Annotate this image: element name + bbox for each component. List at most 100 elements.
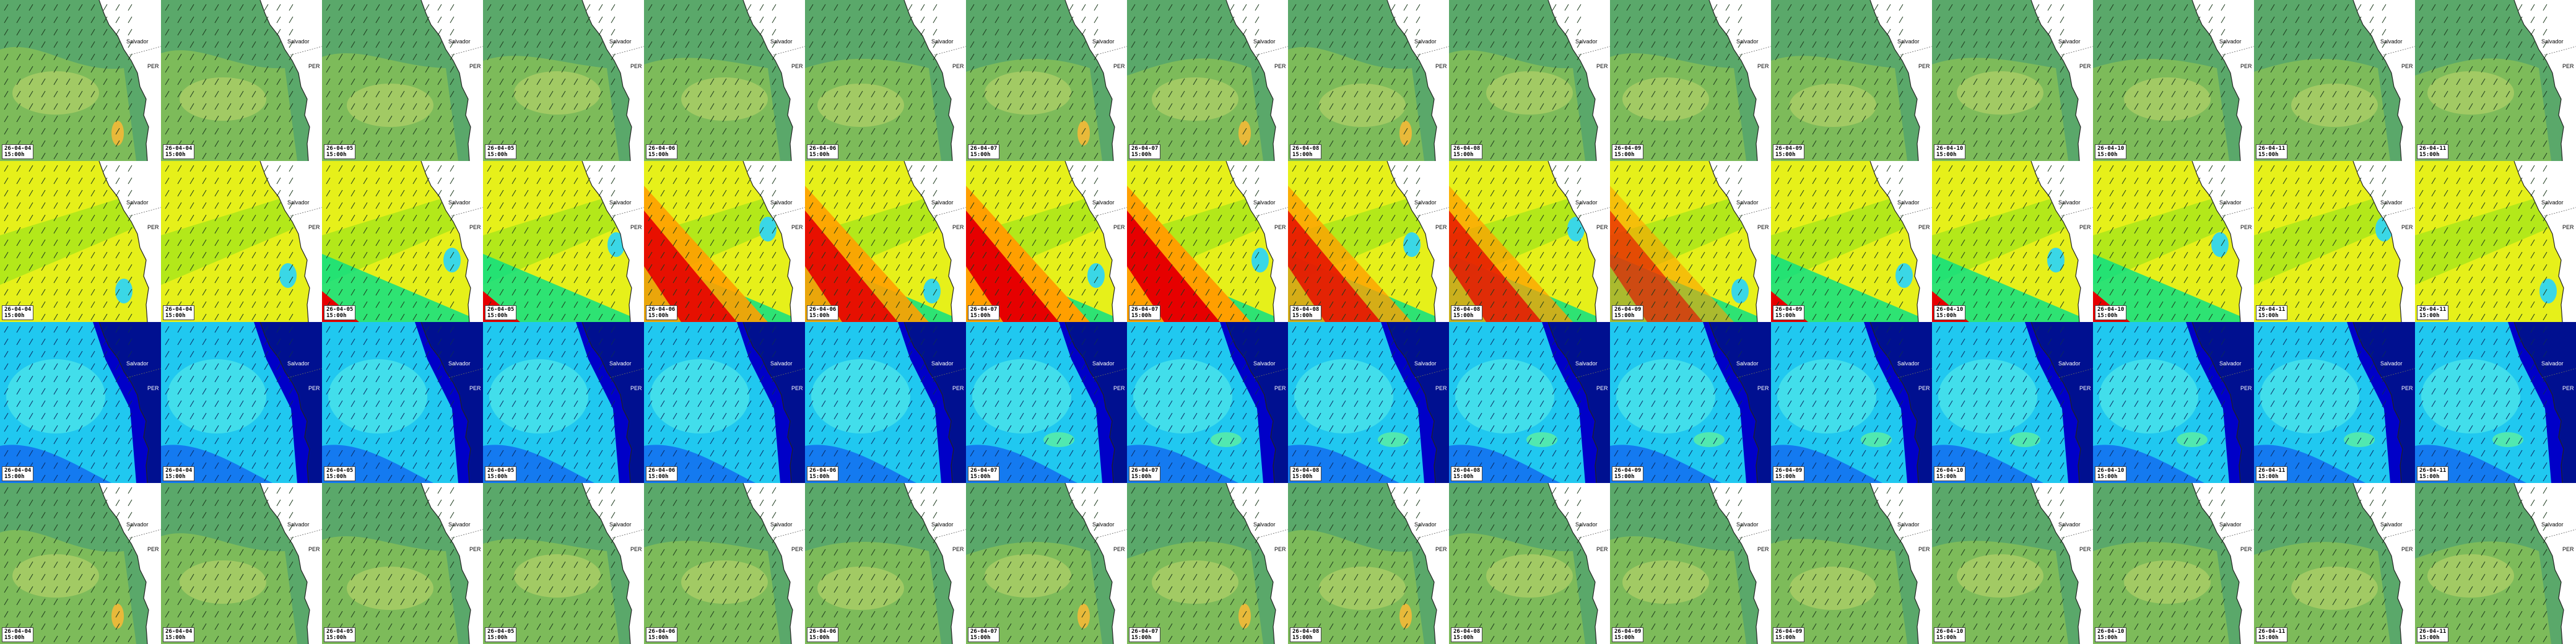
city-label: Salvador: [2058, 521, 2081, 528]
timestamp-label: 26-04-08 15:00h: [1451, 144, 1483, 159]
timestamp-label: 26-04-10 15:00h: [1934, 466, 1966, 481]
city-label: Salvador: [609, 199, 632, 206]
forecast-date: 26-04-08: [1453, 307, 1481, 313]
forecast-map: Salvador PER: [483, 483, 644, 644]
map-tile: Salvador PER 26-04-06 15:00h: [644, 322, 805, 483]
state-label: PER: [1113, 63, 1125, 69]
forecast-hour: 15:00h: [4, 152, 25, 158]
timestamp-label: 26-04-11 15:00h: [2256, 627, 2288, 642]
forecast-hour: 15:00h: [970, 635, 991, 641]
state-label: PER: [952, 385, 964, 391]
forecast-date: 26-04-08: [1292, 468, 1320, 474]
timestamp-label: 26-04-07 15:00h: [1129, 466, 1161, 481]
land-area: [1709, 483, 1771, 644]
land-area: [2353, 483, 2415, 644]
coastline: [1547, 0, 1598, 161]
timestamp-label: 26-04-10 15:00h: [1934, 627, 1966, 642]
coastline: [98, 161, 149, 322]
timestamp-label: 26-04-08 15:00h: [1451, 627, 1483, 642]
state-label: PER: [1596, 63, 1608, 69]
forecast-hour: 15:00h: [326, 152, 347, 158]
state-label: PER: [147, 546, 159, 552]
state-label: PER: [1435, 385, 1447, 391]
land-area: [904, 161, 966, 322]
forecast-hour: 15:00h: [165, 313, 186, 319]
timestamp-label: 26-04-04 15:00h: [2, 627, 34, 642]
timestamp-label: 26-04-10 15:00h: [2095, 144, 2127, 159]
forecast-date: 26-04-04: [165, 468, 193, 474]
land-area: [2192, 483, 2254, 644]
wind-arrows: [970, 487, 1099, 643]
timestamp-label: 26-04-04 15:00h: [2, 466, 34, 481]
state-label: PER: [2240, 385, 2252, 391]
city-label: Salvador: [126, 521, 149, 528]
map-tile: Salvador PER 26-04-05 15:00h: [322, 483, 483, 644]
forecast-date: 26-04-07: [1131, 307, 1159, 313]
city-label: Salvador: [770, 360, 793, 367]
coastline: [259, 161, 310, 322]
map-tile: Salvador PER 26-04-09 15:00h: [1771, 483, 1932, 644]
forecast-hour: 15:00h: [1292, 474, 1313, 480]
forecast-hour: 15:00h: [487, 635, 508, 641]
state-label: PER: [2562, 546, 2574, 552]
forecast-date: 26-04-10: [2097, 468, 2125, 474]
forecast-hour: 15:00h: [1453, 313, 1474, 319]
timestamp-label: 26-04-07 15:00h: [1129, 627, 1161, 642]
land-area: [1709, 0, 1771, 161]
land-area: [743, 483, 805, 644]
map-tile: Salvador PER 26-04-08 15:00h: [1288, 0, 1449, 161]
timestamp-label: 26-04-07 15:00h: [968, 466, 1000, 481]
coastline: [420, 483, 471, 644]
forecast-date: 26-04-09: [1614, 307, 1642, 313]
map-tile: Salvador PER 26-04-04 15:00h: [0, 322, 161, 483]
land-area: [1065, 0, 1127, 161]
land-area: [1387, 483, 1449, 644]
timestamp-label: 26-04-06 15:00h: [807, 466, 839, 481]
forecast-date: 26-04-09: [1775, 146, 1803, 152]
state-label: PER: [952, 63, 964, 69]
forecast-date: 26-04-04: [4, 307, 32, 313]
land-area: [421, 483, 483, 644]
timestamp-label: 26-04-06 15:00h: [807, 305, 839, 320]
city-label: Salvador: [1092, 199, 1115, 206]
coastline: [98, 0, 149, 161]
city-label: Salvador: [609, 360, 632, 367]
timestamp-label: 26-04-08 15:00h: [1290, 466, 1322, 481]
coastline: [1547, 322, 1598, 483]
state-label: PER: [1918, 385, 1930, 391]
forecast-date: 26-04-10: [2097, 307, 2125, 313]
land-area: [743, 322, 805, 483]
land-area: [1709, 322, 1771, 483]
forecast-date: 26-04-10: [1936, 629, 1964, 635]
wind-arrows: [648, 487, 777, 643]
city-label: Salvador: [2219, 38, 2242, 45]
forecast-hour: 15:00h: [1775, 152, 1796, 158]
forecast-map: Salvador PER: [1127, 161, 1288, 322]
map-tile: Salvador PER 26-04-10 15:00h: [2093, 483, 2254, 644]
city-label: Salvador: [448, 360, 471, 367]
city-label: Salvador: [287, 199, 310, 206]
city-label: Salvador: [1736, 199, 1759, 206]
forecast-map: Salvador PER: [2093, 322, 2254, 483]
coastline: [420, 0, 471, 161]
land-area: [1548, 483, 1610, 644]
timestamp-label: 26-04-07 15:00h: [1129, 144, 1161, 159]
forecast-date: 26-04-11: [2419, 629, 2447, 635]
coastline: [1386, 161, 1437, 322]
state-label: PER: [1596, 385, 1608, 391]
city-label: Salvador: [448, 521, 471, 528]
forecast-date: 26-04-04: [165, 307, 193, 313]
timestamp-label: 26-04-07 15:00h: [1129, 305, 1161, 320]
land-area: [1870, 483, 1932, 644]
state-label: PER: [1757, 385, 1769, 391]
wind-arrows: [2258, 4, 2387, 160]
land-area: [1870, 322, 1932, 483]
timestamp-label: 26-04-05 15:00h: [485, 627, 517, 642]
coastline: [1064, 483, 1115, 644]
map-tile: Salvador PER 26-04-09 15:00h: [1771, 322, 1932, 483]
coastline: [1064, 0, 1115, 161]
state-label: PER: [147, 385, 159, 391]
timestamp-label: 26-04-08 15:00h: [1451, 466, 1483, 481]
forecast-hour: 15:00h: [2419, 635, 2440, 641]
forecast-map: Salvador PER: [1288, 483, 1449, 644]
